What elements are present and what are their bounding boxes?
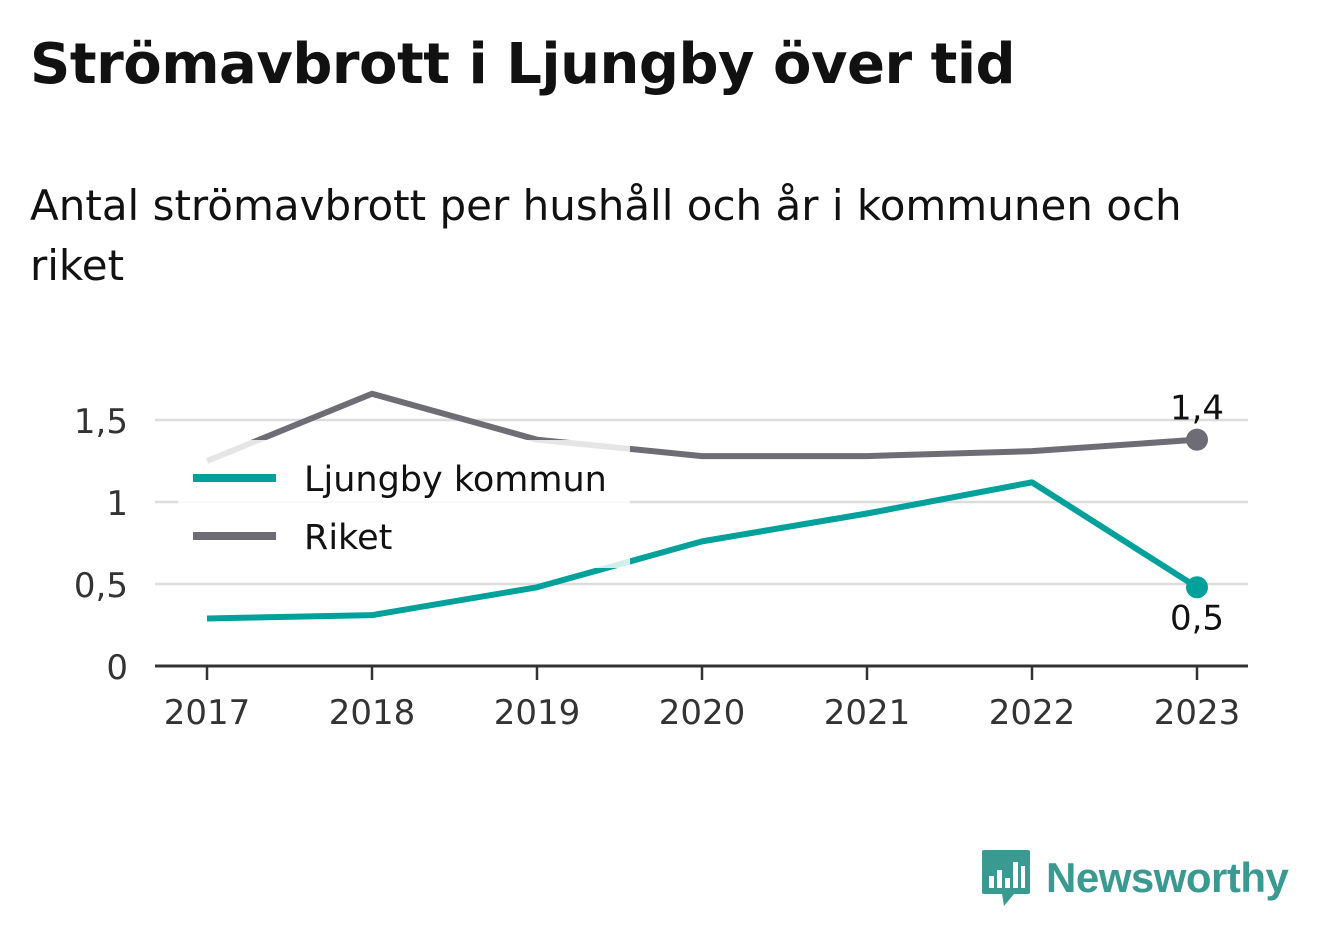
- brand-logo: Newsworthy: [980, 848, 1289, 908]
- end-marker: [1186, 428, 1208, 451]
- x-tick-label: 2022: [989, 693, 1076, 733]
- x-tick-label: 2018: [329, 693, 416, 733]
- end-label: 1,4: [1170, 389, 1224, 429]
- bar-chart-badge-icon: [982, 850, 1030, 906]
- end-marker: [1186, 576, 1208, 599]
- legend: Ljungby kommun Riket: [178, 440, 630, 568]
- y-axis-ticks: 0 0,5 1 1,5: [74, 402, 128, 688]
- chart-subtitle: Antal strömavbrott per hushåll och år i …: [30, 181, 1182, 290]
- x-tick-label: 2023: [1154, 693, 1241, 733]
- end-label: 0,5: [1170, 598, 1224, 638]
- x-tick-label: 2021: [824, 693, 911, 733]
- x-tick-label: 2020: [659, 693, 746, 733]
- legend-label: Ljungby kommun: [304, 460, 607, 500]
- y-tick-label: 1,5: [74, 402, 128, 442]
- series-line-1: [205, 390, 1198, 464]
- y-tick-label: 1: [106, 484, 128, 524]
- end-markers: 0,5 1,4: [1170, 389, 1224, 639]
- legend-label: Riket: [304, 518, 392, 558]
- y-tick-label: 0,5: [74, 566, 128, 606]
- legend-background: [178, 440, 630, 568]
- x-axis: 2017 2018 2019 2020 2021 2022 2023: [155, 664, 1248, 733]
- y-tick-label: 0: [106, 648, 128, 688]
- chart-title: Strömavbrott i Ljungby över tid: [30, 32, 1016, 97]
- series-lines: [205, 390, 1199, 622]
- x-tick-label: 2017: [164, 693, 251, 733]
- x-tick-label: 2019: [494, 693, 581, 733]
- brand-name: Newsworthy: [1046, 854, 1289, 901]
- series-line-0: [206, 479, 1199, 622]
